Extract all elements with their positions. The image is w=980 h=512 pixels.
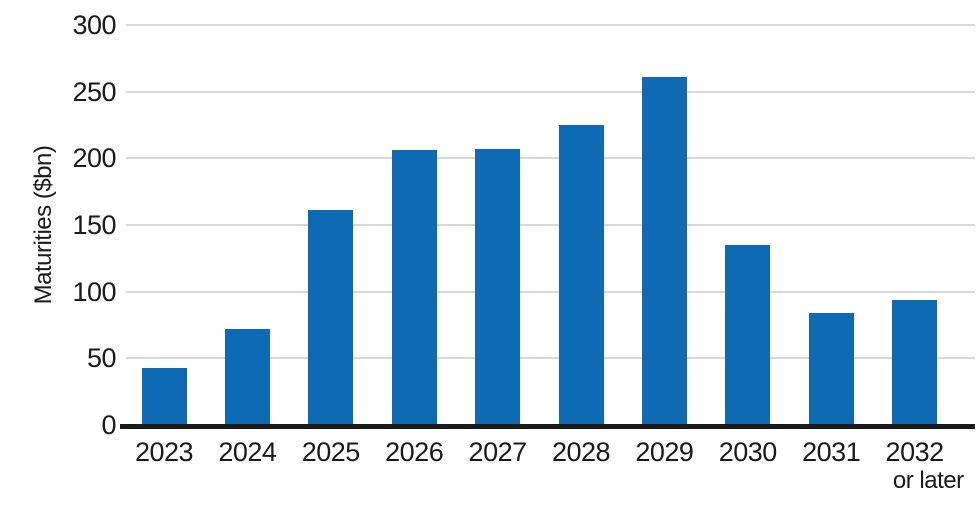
gridline-150 — [126, 224, 975, 226]
x-tick-label-2025: 2025 — [301, 437, 361, 467]
y-tick-label-250: 250 — [72, 76, 116, 107]
bar-2030 — [725, 245, 771, 425]
x-tick-label-2032: 2032 or later — [860, 437, 970, 495]
x-tick-label-2023: 2023 — [134, 437, 194, 467]
x-tick-label-2029: 2029 — [635, 437, 694, 467]
x-tick-note: or later — [892, 467, 964, 494]
bar-2032 — [892, 299, 938, 425]
x-tick-label-2031: 2031 — [802, 437, 861, 467]
gridline-50 — [126, 357, 975, 360]
y-tick-label-200: 200 — [72, 143, 116, 174]
x-axis-line — [120, 424, 975, 429]
bar-2031 — [808, 313, 854, 425]
x-tick-label-2028: 2028 — [551, 437, 611, 467]
bar-2026 — [391, 150, 437, 425]
y-tick-label-150: 150 — [72, 210, 116, 240]
bar-2023 — [141, 367, 187, 425]
bar-2025 — [308, 210, 354, 425]
x-tick-label-2024: 2024 — [218, 437, 277, 467]
bar-2027 — [475, 149, 521, 425]
y-tick-label-50: 50 — [86, 343, 117, 374]
gridline-300 — [126, 24, 975, 26]
y-tick-label-100: 100 — [72, 276, 116, 307]
bar-2028 — [558, 125, 604, 425]
bar-2024 — [224, 329, 270, 425]
gridline-100 — [126, 290, 975, 293]
gridline-200 — [126, 157, 975, 160]
bar-2029 — [641, 77, 687, 425]
x-tick-label-2030: 2030 — [718, 437, 778, 467]
y-tick-label-0: 0 — [101, 410, 116, 440]
y-tick-label-300: 300 — [72, 10, 116, 40]
x-tick-label-2026: 2026 — [385, 437, 444, 467]
gridline-250 — [126, 90, 975, 93]
x-tick-label-2027: 2027 — [468, 437, 528, 467]
